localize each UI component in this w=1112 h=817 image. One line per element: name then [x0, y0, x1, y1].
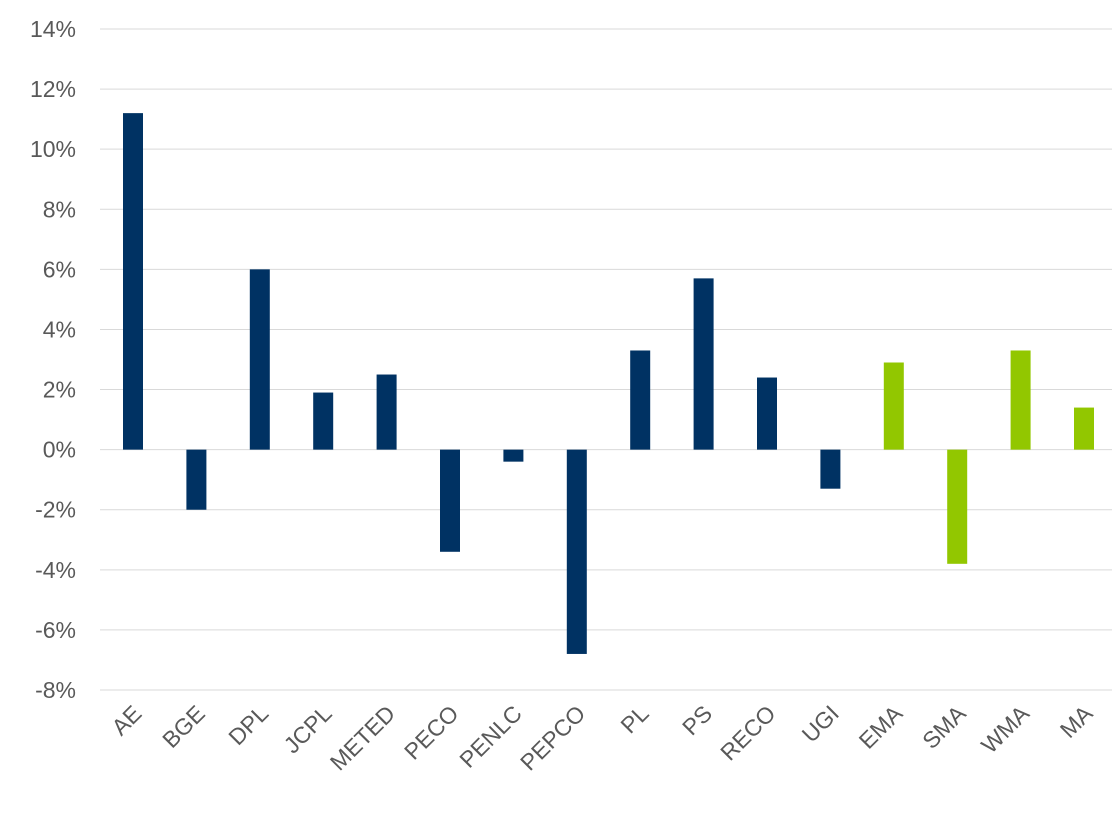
bar-dpl [249, 269, 270, 450]
y-axis-tick-labels: 14% 12% 10% 8% 6% 4% 2% 0% -2% -4% -6% -8% [30, 16, 76, 703]
x-tick-label-dpl: DPL [223, 700, 273, 750]
bar-ae [123, 113, 143, 450]
bar-bge [186, 449, 207, 510]
bar-pl [630, 350, 651, 450]
y-tick-label: -4% [35, 557, 76, 583]
x-tick-label-ps: PS [677, 700, 717, 740]
x-tick-label-ae: AE [106, 700, 146, 740]
x-tick-label-ugi: UGI [797, 700, 844, 747]
bar-penlc [503, 449, 524, 462]
x-tick-label-pl: PL [615, 700, 653, 738]
y-tick-label: -2% [35, 497, 76, 523]
x-tick-label-meted: METED [325, 700, 400, 775]
bar-ugi [820, 449, 841, 489]
x-tick-label-wma: WMA [976, 700, 1035, 759]
x-tick-label-bge: BGE [157, 700, 210, 753]
bar-peco [440, 449, 460, 552]
x-tick-label-ma: MA [1055, 700, 1098, 743]
y-tick-label: 6% [43, 256, 76, 282]
x-tick-label-penlc: PENLC [454, 700, 527, 773]
bar-jcpl [313, 392, 334, 450]
bars [123, 113, 1094, 654]
bar-ema [883, 362, 904, 450]
bar-ps [693, 278, 714, 450]
y-tick-label: -8% [35, 677, 76, 703]
y-tick-label: 8% [43, 196, 76, 222]
x-tick-label-ema: EMA [854, 700, 908, 754]
y-tick-label: 12% [30, 76, 76, 102]
bar-ma [1074, 407, 1094, 450]
bar-sma [947, 449, 968, 564]
y-tick-label: 14% [30, 16, 76, 42]
y-tick-label: 2% [43, 377, 76, 403]
x-tick-label-pepco: PEPCO [515, 700, 590, 775]
x-tick-label-reco: RECO [715, 700, 780, 765]
y-tick-label: 4% [43, 316, 76, 342]
bar-meted [376, 374, 397, 450]
x-tick-label-sma: SMA [917, 700, 971, 754]
bar-wma [1010, 350, 1031, 450]
y-tick-label: -6% [35, 617, 76, 643]
bar-pepco [566, 449, 587, 654]
x-tick-label-jcpl: JCPL [279, 700, 337, 758]
bar-reco [757, 377, 777, 450]
y-tick-label: 10% [30, 136, 76, 162]
y-tick-label: 0% [43, 437, 76, 463]
